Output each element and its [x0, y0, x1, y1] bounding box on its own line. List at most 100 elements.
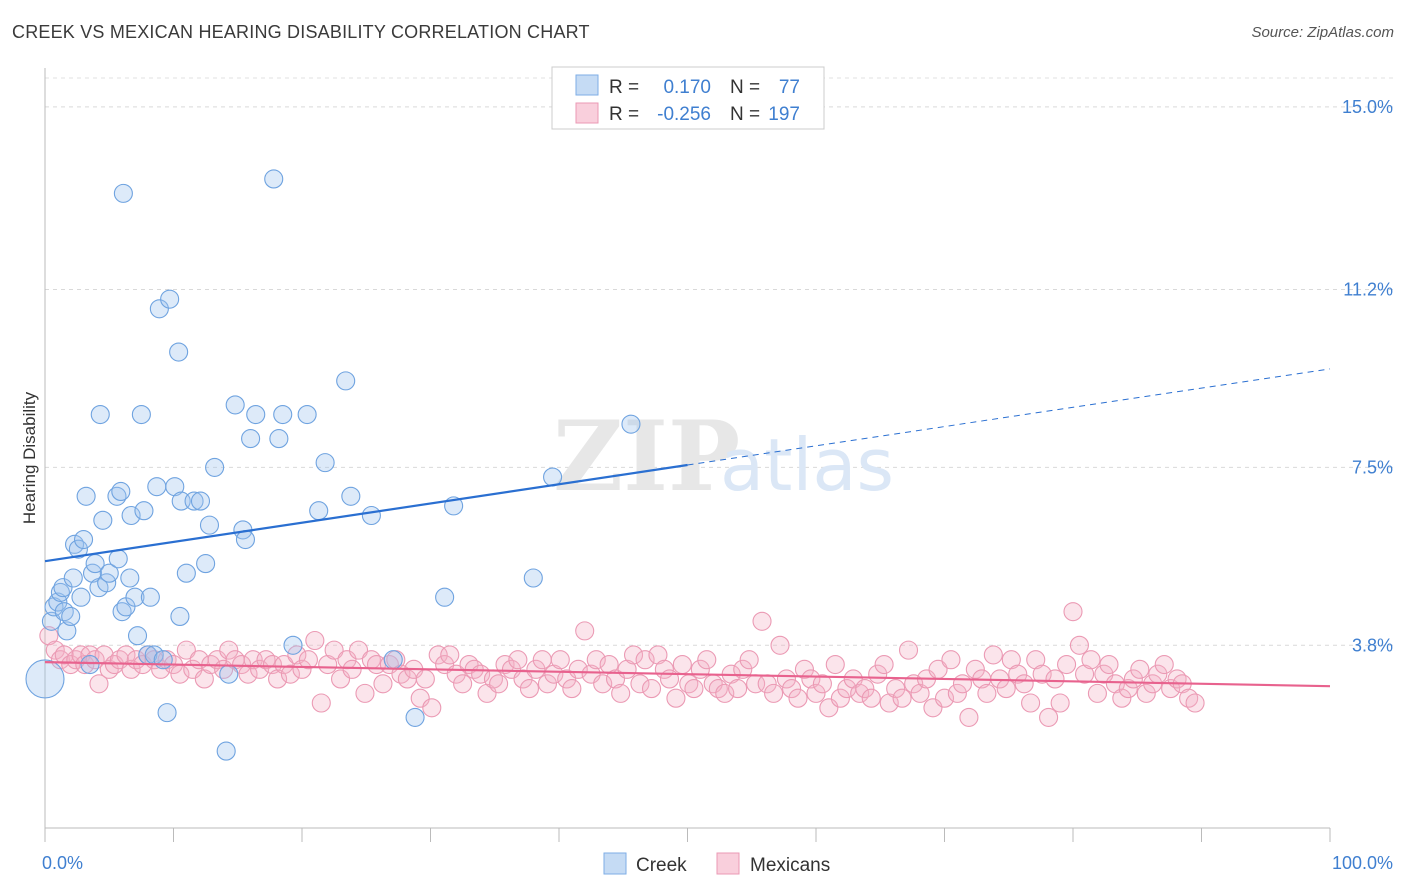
- mexicans-point-129: [812, 674, 832, 694]
- mexicans-point-1: [45, 640, 65, 660]
- y-tick-labels: 15.0% 11.2% 7.5% 3.8%: [1342, 97, 1393, 655]
- mexicans-point-53: [348, 640, 369, 660]
- creek-point-75: [113, 183, 133, 203]
- mexicans-point-132: [830, 688, 850, 708]
- mexicans-point-136: [855, 679, 875, 699]
- creek-point-18: [90, 404, 110, 425]
- mexicans-point-106: [672, 654, 692, 675]
- creek-point-70: [435, 587, 455, 607]
- creek-point-39: [157, 703, 177, 723]
- mexicans-point-172: [1075, 664, 1095, 684]
- mexicans-point-32: [219, 640, 239, 660]
- chart-source: Source: ZipAtlas.com: [1251, 24, 1394, 41]
- mexicans-point-163: [1021, 693, 1041, 713]
- creek-point-57: [246, 404, 266, 425]
- mexicans-point-42: [280, 664, 300, 684]
- mexicans-point-168: [1050, 693, 1070, 713]
- creek-point-41: [165, 477, 185, 497]
- creek-point-67: [361, 505, 381, 526]
- creek-point-29: [125, 587, 145, 607]
- mexicans-point-169: [1057, 654, 1077, 675]
- creek-point-24: [111, 481, 131, 502]
- mexicans-point-156: [977, 683, 997, 703]
- creek-point-21: [99, 563, 119, 583]
- mexicans-point-113: [715, 683, 735, 703]
- mexicans-point-96: [611, 683, 631, 703]
- mexicans-point-173: [1081, 650, 1101, 670]
- mexicans-point-139: [874, 654, 894, 675]
- legend-n-label-creek: N =: [730, 77, 760, 98]
- legend-swatch-mexicans: [575, 102, 599, 124]
- mexicans-point-119: [752, 611, 772, 631]
- creek-point-9: [63, 568, 83, 588]
- legend-r-label-mexicans: R =: [609, 104, 639, 125]
- mexicans-point-76: [489, 674, 509, 694]
- mexicans-point-47: [311, 693, 331, 713]
- creek-point-48: [196, 554, 216, 574]
- mexicans-point-102: [648, 645, 668, 665]
- creek-point-46: [184, 491, 204, 511]
- mexicans-point-171: [1069, 635, 1089, 655]
- mexicans-point-157: [983, 645, 1003, 665]
- mexicans-point-10: [89, 674, 109, 694]
- creek-point-40: [160, 289, 180, 309]
- mexicans-point-122: [770, 635, 790, 655]
- mexicans-point-7: [75, 654, 95, 675]
- mexicans-point-40: [268, 669, 288, 689]
- creek-point-32: [134, 501, 154, 521]
- mexicans-point-178: [1112, 688, 1132, 708]
- mexicans-point-110: [697, 650, 717, 670]
- mexicans-point-152: [952, 674, 973, 694]
- creek-point-50: [205, 457, 225, 477]
- mexicans-point-145: [910, 683, 930, 703]
- mexicans-point-68: [440, 645, 460, 665]
- creek-point-59: [269, 429, 289, 449]
- creek-point-72: [523, 568, 543, 588]
- gridlines: [45, 77, 1393, 646]
- creek-point-34: [140, 587, 160, 607]
- creek-point-63: [309, 501, 329, 521]
- x-tick-label-0: 0.0%: [42, 853, 83, 873]
- mexicans-trend-line: [44, 661, 1331, 688]
- creek-point-58: [264, 169, 284, 189]
- mexicans-point-115: [728, 679, 748, 699]
- mexicans-point-181: [1130, 659, 1150, 679]
- mexicans-point-108: [684, 679, 704, 699]
- creek-trend-line: [44, 463, 688, 563]
- chart-title: CREEK VS MEXICAN HEARING DISABILITY CORR…: [12, 22, 590, 42]
- mexicans-point-127: [801, 669, 821, 689]
- mexicans-point-93: [593, 674, 613, 694]
- creek-point-19: [93, 510, 113, 530]
- mexicans-point-92: [586, 650, 606, 670]
- mexicans-point-98: [623, 645, 644, 665]
- mexicans-point-170: [1063, 602, 1083, 622]
- creek-point-5: [53, 578, 73, 598]
- creek-point-68: [383, 650, 403, 670]
- creek-point-52: [219, 664, 239, 684]
- mexicans-point-43: [287, 645, 307, 665]
- creek-point-38: [153, 650, 173, 670]
- creek-point-0: [25, 659, 65, 699]
- y-tick-label-3: 3.8%: [1352, 635, 1393, 655]
- legend-n-value-creek: 77: [779, 77, 800, 98]
- creek-point-36: [147, 477, 167, 497]
- legend-n-label-mexicans: N =: [730, 104, 760, 125]
- creek-point-61: [283, 635, 303, 655]
- mexicans-point-164: [1026, 650, 1046, 670]
- creek-point-64: [315, 453, 335, 473]
- mexicans-point-150: [941, 650, 961, 670]
- mexicans-point-179: [1118, 679, 1138, 699]
- mexicans-point-160: [1001, 650, 1021, 670]
- mexicans-point-85: [544, 664, 564, 684]
- x-tick-labels: 0.0% 100.0%: [42, 853, 1393, 873]
- creek-point-65: [336, 371, 356, 391]
- mexicans-point-149: [934, 688, 955, 708]
- mexicans-point-131: [825, 654, 845, 675]
- creek-point-47: [190, 491, 211, 511]
- mexicans-point-123: [776, 669, 796, 689]
- axes: [44, 68, 1331, 842]
- mexicans-point-37: [250, 659, 270, 679]
- watermark-zip: ZIP: [553, 400, 740, 513]
- mexicans-point-121: [764, 683, 784, 703]
